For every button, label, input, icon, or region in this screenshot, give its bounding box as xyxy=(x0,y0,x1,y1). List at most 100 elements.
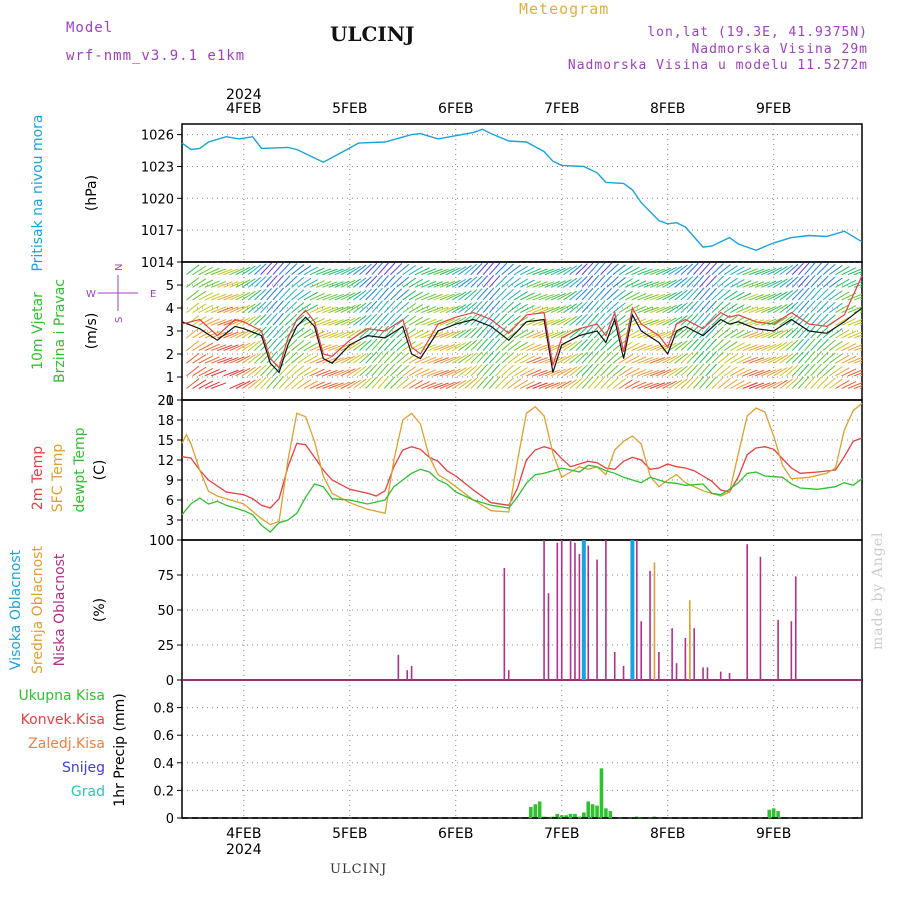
wind-barb xyxy=(829,290,843,301)
wind-barb xyxy=(550,368,566,377)
ylabel-cloud-high: Visoka Oblacnost xyxy=(8,549,24,670)
wind-barb xyxy=(359,262,361,263)
wind-barb xyxy=(773,379,788,389)
wind-barb xyxy=(711,339,724,351)
wind-barb xyxy=(353,277,367,288)
wind-barb xyxy=(674,365,688,377)
wind-barb xyxy=(575,339,588,351)
wind-barb xyxy=(792,262,793,263)
wind-barb xyxy=(272,287,284,301)
wind-barb xyxy=(284,377,298,389)
wind-barb xyxy=(334,305,350,314)
wind-barb xyxy=(303,317,319,326)
wind-barb xyxy=(451,329,467,339)
tick-label-y: 1026 xyxy=(141,129,174,144)
cloud-low-bar xyxy=(569,540,572,680)
wind-barb xyxy=(668,354,683,364)
wind-barb xyxy=(785,263,799,276)
cloud-low-bar xyxy=(728,673,731,680)
footer-station-name: ULCINJ xyxy=(330,862,388,877)
wind-barb xyxy=(322,331,338,339)
wind-barb xyxy=(668,290,683,301)
wind-barb xyxy=(742,262,745,263)
wind-barb xyxy=(377,325,389,339)
wind-barb xyxy=(204,280,220,288)
wind-barb xyxy=(581,338,594,351)
wind-barb xyxy=(476,275,489,288)
wind-barb xyxy=(229,330,245,339)
wind-barb xyxy=(612,302,626,313)
wind-barb xyxy=(736,318,752,326)
wind-barb xyxy=(204,262,207,263)
wind-barb xyxy=(272,350,284,364)
wind-barb xyxy=(402,378,417,389)
wind-barb xyxy=(730,279,745,288)
wind-barb xyxy=(816,313,829,326)
wind-barb xyxy=(383,275,396,288)
wind-barb xyxy=(291,276,305,288)
wind-barb xyxy=(532,344,548,352)
wind-barb xyxy=(476,262,489,275)
wind-barb xyxy=(476,313,489,326)
wind-barb xyxy=(538,268,554,276)
tick-label-y: 3 xyxy=(166,325,174,340)
wind-barb xyxy=(798,363,810,377)
precip-bar xyxy=(599,768,604,818)
wind-barb xyxy=(687,262,688,263)
wind-barb xyxy=(798,313,810,326)
wind-barb xyxy=(322,268,338,276)
wind-barb xyxy=(371,300,383,313)
wind-barb xyxy=(476,325,489,339)
wind-barb xyxy=(309,292,325,301)
wind-barb xyxy=(322,369,338,377)
wind-barb xyxy=(798,350,810,364)
wind-barb xyxy=(285,262,287,263)
wind-barb xyxy=(210,319,227,326)
wind-barb xyxy=(606,364,619,377)
wind-barb xyxy=(340,279,356,288)
wind-barb xyxy=(841,279,857,288)
wind-barb xyxy=(754,293,771,301)
wind-barb xyxy=(260,300,273,313)
wind-barb xyxy=(229,381,245,389)
wind-barb xyxy=(346,354,362,364)
wind-barb xyxy=(186,289,200,301)
wind-barb xyxy=(390,351,403,364)
tick-label-y: 0.2 xyxy=(153,784,174,799)
wind-barb xyxy=(550,292,566,301)
wind-barb xyxy=(291,327,305,339)
wind-barb xyxy=(470,275,483,288)
wind-barb xyxy=(476,376,489,389)
wind-barb xyxy=(470,288,483,301)
wind-barb xyxy=(192,265,207,276)
wind-barb xyxy=(822,352,836,364)
wind-barb xyxy=(643,382,660,389)
wind-barb xyxy=(186,264,200,276)
wind-barb xyxy=(835,266,850,276)
wind-barb xyxy=(445,279,461,288)
wind-barb xyxy=(748,344,765,352)
wind-barb xyxy=(458,302,472,314)
wind-barb xyxy=(736,330,752,339)
precip-legend-item: Ukupna Kisa xyxy=(18,688,105,704)
wind-barb xyxy=(643,306,660,314)
wind-barb xyxy=(711,263,724,276)
wind-barb xyxy=(247,352,262,364)
tick-label-y: 50 xyxy=(157,604,174,619)
wind-barb xyxy=(451,291,467,301)
wind-barb xyxy=(853,271,862,276)
wind-barb xyxy=(488,325,501,339)
wind-barb xyxy=(260,262,273,275)
tick-label-y: 21 xyxy=(157,394,174,409)
cloud-mid-bar xyxy=(688,600,691,680)
wind-barb xyxy=(495,300,508,313)
wind-barb xyxy=(600,313,613,326)
wind-barb xyxy=(223,281,239,288)
wind-barb xyxy=(482,363,495,377)
wind-barb xyxy=(217,306,233,314)
wind-barb xyxy=(742,306,758,314)
wind-barb xyxy=(717,340,731,351)
wind-barb xyxy=(241,316,256,326)
ylabel-cloud-low: Niska Oblacnost xyxy=(52,553,68,666)
wind-barb xyxy=(569,340,583,351)
